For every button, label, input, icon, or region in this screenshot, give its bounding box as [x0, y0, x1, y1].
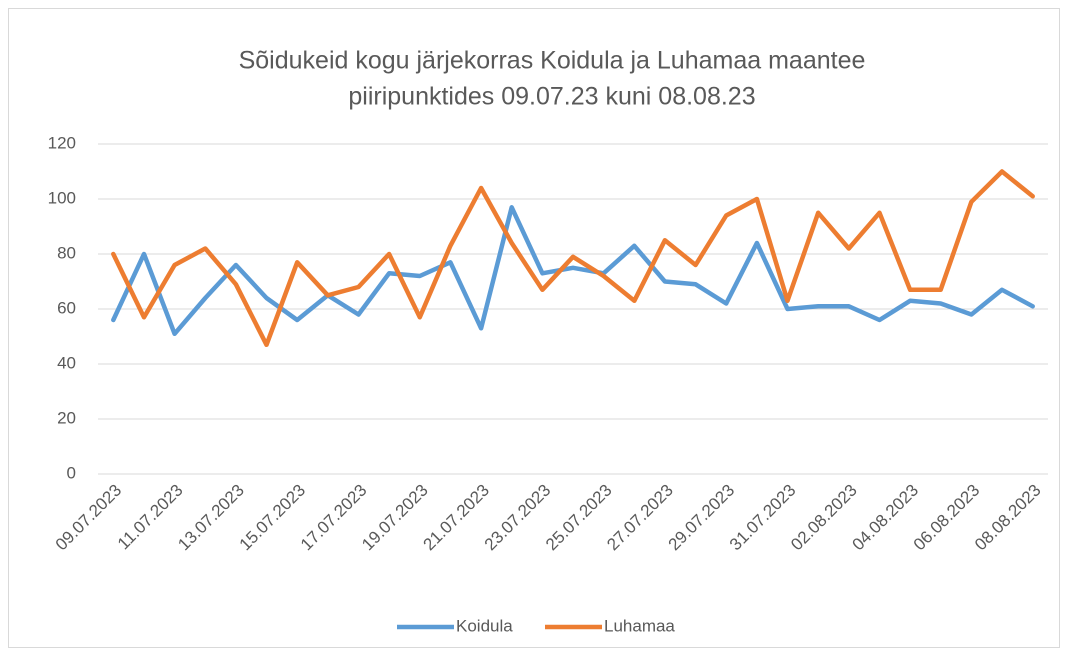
- chart-title: piiripunktides 09.07.23 kuni 08.08.23: [348, 83, 755, 111]
- y-tick-label: 40: [57, 353, 76, 372]
- chart-frame: [8, 8, 1060, 648]
- chart-title: Sõidukeid kogu järjekorras Koidula ja Lu…: [239, 47, 866, 75]
- data-line: [111, 169, 1035, 348]
- y-tick-label: 100: [48, 188, 76, 207]
- legend-label: Luhamaa: [604, 616, 675, 635]
- y-tick-label: 20: [57, 408, 76, 427]
- y-tick-label: 120: [48, 133, 76, 152]
- legend-label: Koidula: [456, 616, 513, 635]
- y-tick-label: 80: [57, 243, 76, 262]
- y-tick-label: 0: [67, 463, 76, 482]
- data-line: [111, 205, 1035, 337]
- y-tick-label: 60: [57, 298, 76, 317]
